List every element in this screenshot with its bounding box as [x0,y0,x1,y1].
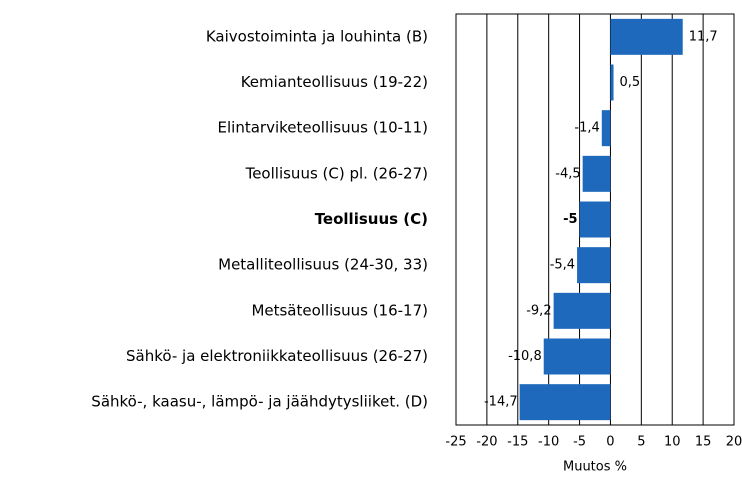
x-axis-label: Muutos % [563,460,627,475]
y-tick-label: Kaivostoiminta ja louhinta (B) [206,27,428,45]
bar [601,110,611,147]
x-tick-label: 5 [637,435,645,450]
bar [579,201,611,238]
x-tick-label: 0 [606,435,614,450]
x-tick-label: -20 [476,435,497,450]
x-tick-label: -25 [445,435,466,450]
value-label: -10,8 [508,349,542,364]
value-label: -1,4 [574,121,599,136]
bar [582,155,611,192]
x-tick-label: -5 [573,435,586,450]
bar [519,384,611,421]
y-tick-label: Metalliteollisuus (24-30, 33) [218,256,428,274]
bar [553,292,611,329]
x-tick-label: -15 [507,435,528,450]
value-label: -5 [563,212,577,227]
bar [543,338,611,375]
value-label: -9,2 [526,303,551,318]
x-tick-label: -10 [538,435,559,450]
bar [577,247,611,284]
value-label: 11,7 [689,29,718,44]
y-tick-label: Teollisuus (C) [315,210,428,228]
y-tick-label: Teollisuus (C) pl. (26-27) [245,164,428,182]
value-label: 0,5 [620,75,641,90]
bar [610,18,683,55]
value-label: -5,4 [550,258,575,273]
value-label: -4,5 [555,166,580,181]
y-tick-label: Elintarviketeollisuus (10-11) [218,119,428,137]
y-tick-label: Metsäteollisuus (16-17) [251,301,428,319]
value-label: -14,7 [484,395,518,410]
bar [610,64,614,101]
x-tick-label: 15 [695,435,712,450]
y-tick-label: Kemianteollisuus (19-22) [241,73,428,91]
y-tick-label: Sähkö-, kaasu-, lämpö- ja jäähdytysliike… [91,393,428,411]
x-tick-label: 20 [726,435,742,450]
y-tick-label: Sähkö- ja elektroniikkateollisuus (26-27… [126,347,428,365]
plot-frame [455,13,735,426]
x-tick-label: 10 [664,435,681,450]
